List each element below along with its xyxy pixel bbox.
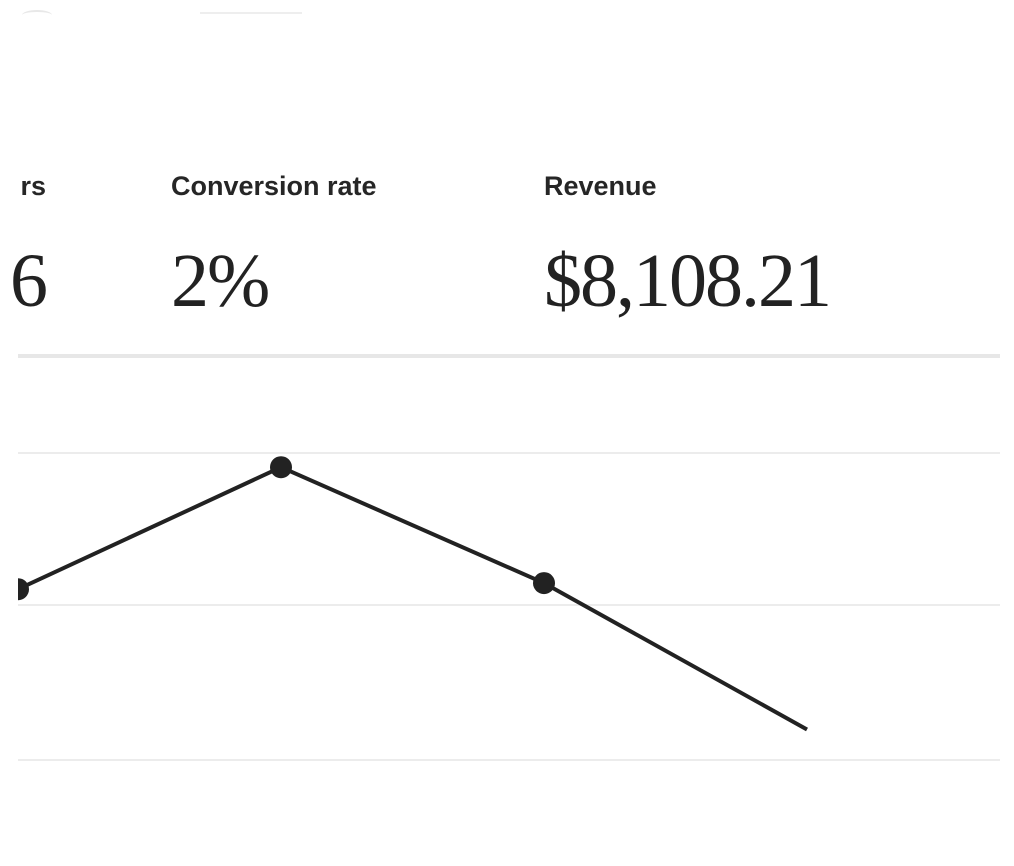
top-partial-icon [22, 10, 52, 20]
data-point[interactable] [270, 456, 292, 479]
metric-revenue[interactable]: Revenue $8,108.21 [544, 166, 832, 323]
metric-partial: rs 6 [0, 166, 46, 322]
metric-conversion-rate[interactable]: Conversion rate 2% [171, 166, 377, 322]
revenue-value: $8,108.21 [544, 239, 832, 323]
conversion-rate-value: 2% [171, 239, 270, 323]
data-point[interactable] [533, 572, 555, 595]
metrics-row: rs 6 Conversion rate 2% Revenue $8,108.2… [0, 166, 1000, 336]
metric-partial-label: rs [20, 171, 46, 201]
metric-partial-value: 6 [10, 239, 46, 322]
data-point[interactable] [7, 578, 29, 601]
metrics-divider [18, 354, 1000, 358]
chart-plot-area [7, 456, 808, 732]
revenue-label: Revenue [544, 171, 657, 201]
series-line [18, 465, 808, 732]
top-partial-bar [200, 12, 302, 14]
revenue-line-chart [7, 452, 1000, 761]
conversion-rate-label: Conversion rate [171, 171, 377, 201]
